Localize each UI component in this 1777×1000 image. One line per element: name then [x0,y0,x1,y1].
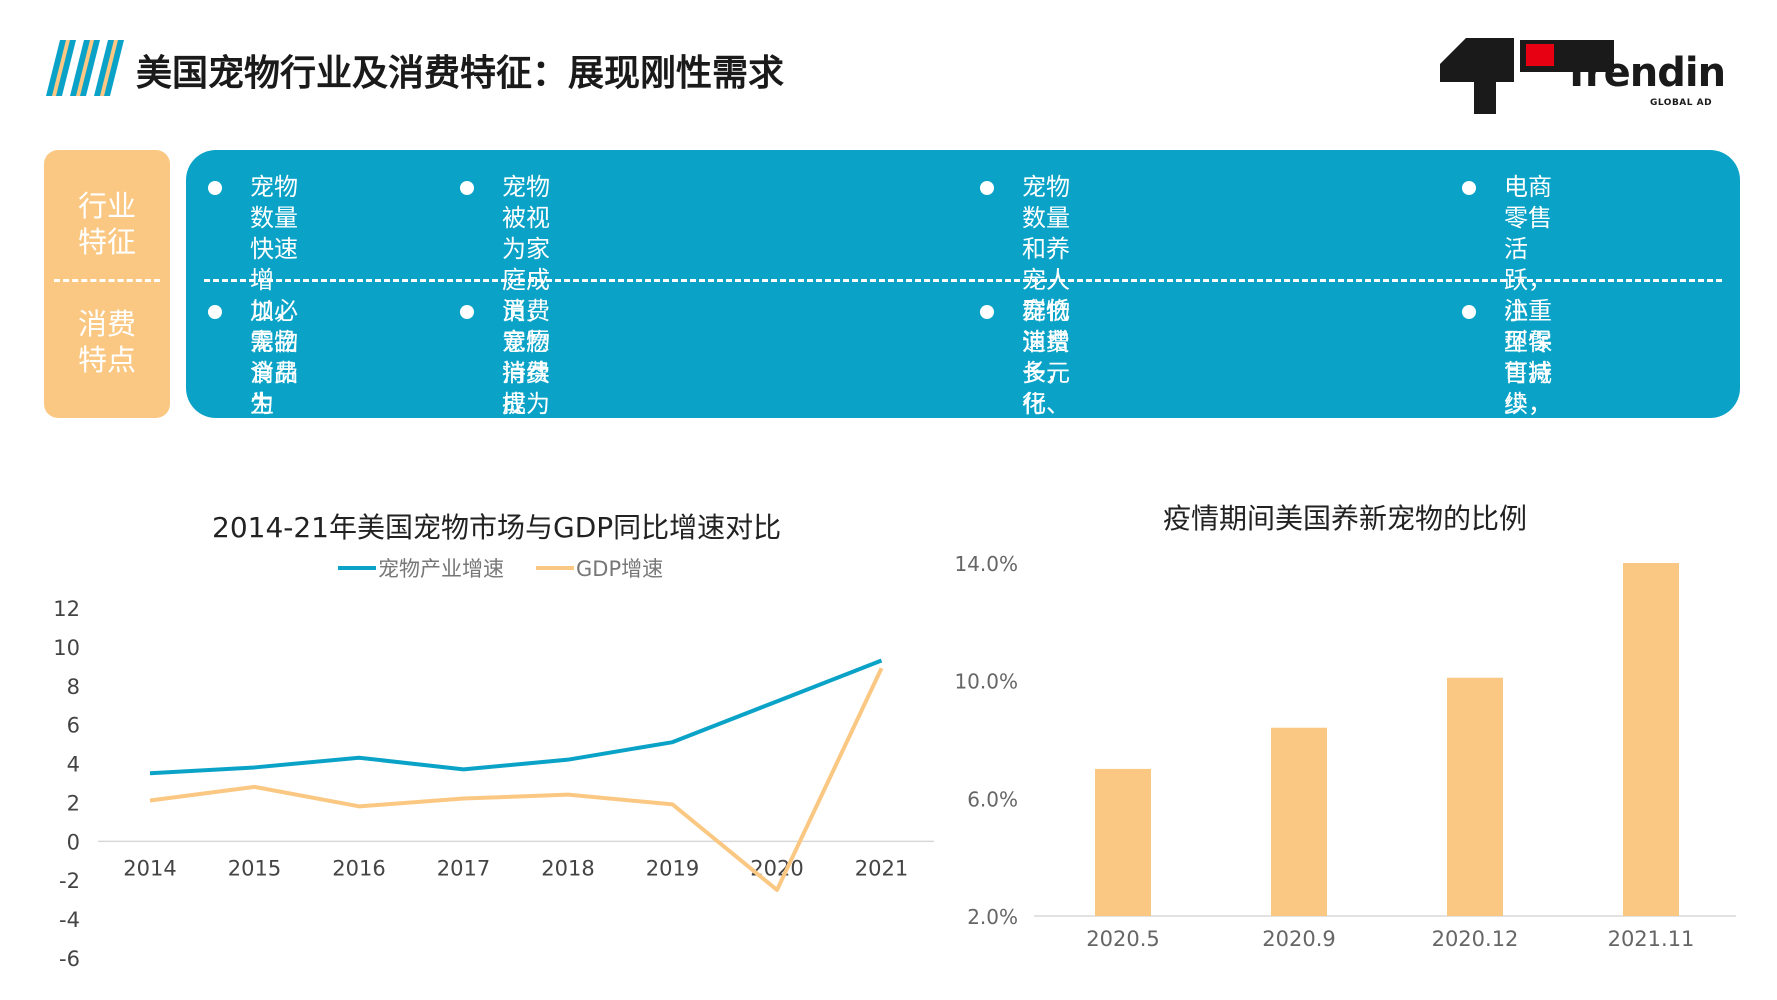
bullet-icon [1462,181,1476,195]
bullet-icon [1462,305,1476,319]
series-line [149,658,883,776]
bullet-icon [460,305,474,319]
x-tick-label: 2021 [855,856,908,880]
x-tick-label: 2020.12 [1432,927,1519,951]
x-tick-label: 2018 [541,856,594,880]
bar [1271,727,1327,916]
y-tick-label: 2.0% [967,905,1018,929]
bullet-icon [208,181,222,195]
bar-chart: 14.0% 10.0% 6.0% 2.0% 2020.5 2020.9 2020.12 202… [954,552,1736,951]
y-tick-label: 4 [67,753,80,777]
bar [1095,768,1151,916]
x-tick-label: 2019 [646,856,699,880]
legend-item: 宠物产业增速 [338,557,504,581]
legend-item: GDP增速 [536,557,663,581]
line-chart-title: 2014-21年美国宠物市场与GDP同比增速对比 [212,511,782,544]
industry-features-label: 行业 特征 [77,189,136,259]
bar [1447,677,1503,916]
x-tick-label: 2021.11 [1608,927,1695,951]
logo-subtext: GLOBAL AD [1650,98,1713,108]
legend-label: GDP增速 [576,557,663,581]
y-tick-label: 6.0% [967,787,1018,811]
y-tick-label: -2 [59,869,80,893]
y-tick-label: 10 [53,636,80,660]
y-tick-label: -4 [59,908,80,932]
legend-label: 宠物产业增速 [378,557,504,581]
features-panel: 宠物数量快速增 加，宠物食品生 产商大量出现 宠物被视为家庭成员，宠物消费成为刚 性需… [186,150,1740,883]
x-tick-label: 2020.9 [1262,927,1335,951]
x-tick-label: 2015 [228,856,281,880]
x-tick-label: 2014 [123,856,176,880]
bullet-icon [980,305,994,319]
y-tick-label: -6 [59,947,80,971]
bullet-icon [208,305,222,319]
series-line [149,667,884,892]
side-label-panel: 行业 特征 消费 特点 [44,150,170,418]
side-divider [54,279,160,282]
y-tick-label: 10.0% [954,670,1018,694]
title-stripes-icon [46,40,124,96]
bar-chart-title: 疫情期间美国养新宠物的比例 [1163,502,1528,535]
features-divider [204,279,1722,282]
y-tick-label: 12 [53,597,80,621]
x-tick-label: 2020.5 [1086,927,1159,951]
x-tick-label: 2016 [332,856,385,880]
x-tick-label: 2017 [437,856,490,880]
consumption-features-label: 消费 特点 [77,307,136,377]
trendin-logo-icon [1440,38,1614,114]
page-title: 美国宠物行业及消费特征：展现刚性需求 [136,53,785,94]
y-tick-label: 6 [67,714,80,738]
bullet-icon [980,181,994,195]
bar [1623,563,1679,916]
y-tick-label: 14.0% [954,552,1018,576]
bullet-icon [460,181,474,195]
y-tick-label: 8 [67,675,80,699]
line-chart: 宠物产业增速 GDP增速 12 10 8 6 4 2 0 -2 -4 -6 2014 2015 2016 20… [53,557,934,971]
y-tick-label: 2 [67,791,80,815]
logo-text: Trendin [1563,50,1726,96]
y-tick-label: 0 [67,830,80,854]
